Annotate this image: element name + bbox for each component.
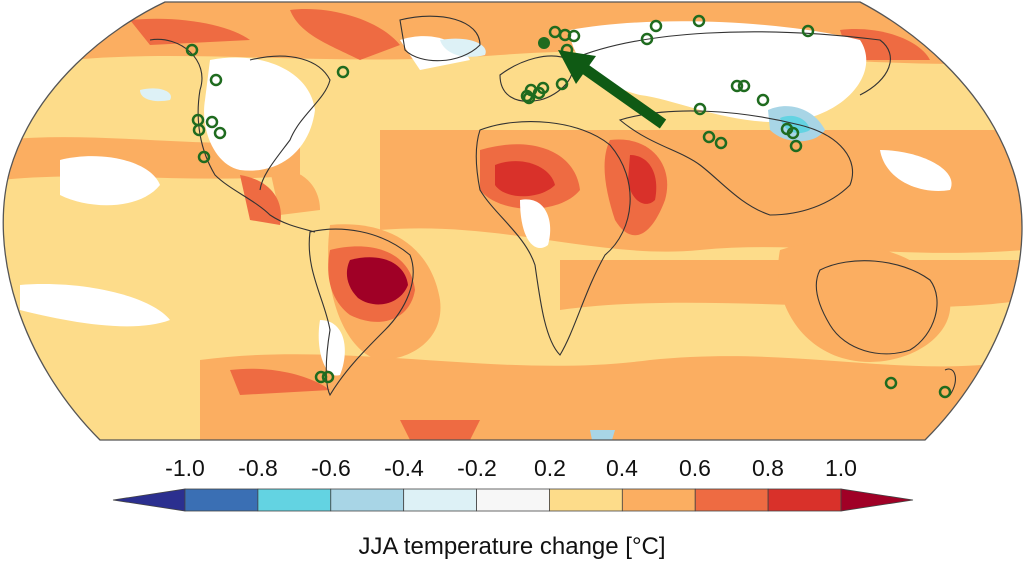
colorbar-bin bbox=[403, 488, 477, 512]
colorbar-tick-label: -0.6 bbox=[311, 455, 351, 481]
station-marker bbox=[192, 123, 206, 137]
field-patch-australia bbox=[778, 242, 951, 362]
field-white-central-africa bbox=[520, 199, 551, 248]
coast-north-america-west bbox=[149, 38, 316, 233]
colorbar-bin bbox=[476, 488, 550, 512]
station-marker bbox=[702, 130, 716, 144]
coast-north-america-east bbox=[249, 55, 331, 191]
field-cool-north-atlantic bbox=[440, 38, 486, 57]
map-border bbox=[2, 1, 1023, 441]
station-marker bbox=[314, 370, 328, 384]
colorbar-title: JJA temperature change [°C] bbox=[358, 533, 666, 560]
station-marker bbox=[801, 24, 815, 38]
station-marker bbox=[693, 102, 707, 116]
colorbar-tick-label: 0.2 bbox=[534, 455, 566, 481]
station-marker bbox=[884, 376, 898, 390]
coast-europe bbox=[499, 55, 574, 102]
station-marker bbox=[730, 79, 744, 93]
coast-australia bbox=[815, 260, 938, 355]
colorbar-tick-label: -0.4 bbox=[384, 455, 424, 481]
field-patch-central-america bbox=[240, 175, 281, 225]
coast-new-zealand bbox=[944, 368, 956, 396]
colorbar-tick-label: 0.4 bbox=[606, 455, 638, 481]
station-markers bbox=[185, 14, 952, 399]
station-marker bbox=[786, 126, 800, 140]
colorbar-tick-label: -0.8 bbox=[238, 455, 278, 481]
station-marker bbox=[938, 385, 952, 399]
colorbar bbox=[112, 488, 914, 512]
colorbar-tick-label: 0.8 bbox=[752, 455, 784, 481]
station-marker bbox=[714, 136, 728, 150]
station-marker bbox=[185, 43, 199, 57]
field-core-brazil bbox=[346, 257, 408, 305]
coast-south-america bbox=[308, 228, 414, 397]
station-marker bbox=[692, 14, 706, 28]
field-core-arabia bbox=[628, 155, 657, 204]
colorbar-tick-label: 0.6 bbox=[679, 455, 711, 481]
field-patch-south-pacific bbox=[230, 368, 330, 395]
colorbar-bin bbox=[184, 488, 259, 512]
station-marker bbox=[640, 32, 654, 46]
field-patch-alaska bbox=[130, 18, 250, 45]
field-white-pacific-north bbox=[60, 156, 160, 206]
field-white-north-america bbox=[204, 57, 315, 171]
colorbar-tick-label: -1.0 bbox=[165, 455, 205, 481]
coast-asia-south bbox=[618, 110, 854, 216]
station-marker bbox=[520, 89, 534, 103]
station-marker bbox=[789, 139, 803, 153]
field-cool-core bbox=[780, 115, 810, 134]
field-patch-caribbean bbox=[270, 169, 320, 215]
highlighted-station-marker bbox=[538, 37, 550, 49]
colorbar-bin bbox=[767, 488, 842, 512]
pointer-arrow bbox=[558, 50, 667, 129]
colorbar-extension-low bbox=[112, 488, 186, 512]
coastlines bbox=[149, 15, 956, 397]
field-cool-pacific bbox=[140, 88, 171, 102]
station-marker bbox=[197, 150, 211, 164]
station-marker bbox=[567, 29, 581, 43]
field-patch-antarctic bbox=[400, 420, 480, 440]
station-marker bbox=[321, 370, 335, 384]
station-marker bbox=[536, 81, 550, 95]
station-marker bbox=[737, 79, 751, 93]
field-white-eurasia bbox=[570, 21, 867, 123]
colorbar-bin bbox=[621, 488, 696, 512]
colorbar-bin bbox=[257, 488, 332, 512]
station-marker bbox=[756, 93, 770, 107]
station-marker bbox=[555, 77, 569, 91]
station-marker bbox=[336, 65, 350, 79]
colorbar-tick-label: -0.2 bbox=[457, 455, 497, 481]
map-field bbox=[3, 2, 1023, 440]
field-white-pacific-south bbox=[20, 284, 170, 327]
field-white-west-pacific bbox=[880, 150, 952, 191]
field-band-southern-ocean bbox=[200, 354, 1023, 440]
colorbar-tick-label: 1.0 bbox=[825, 455, 857, 481]
colorbar-bin bbox=[549, 488, 623, 512]
station-marker bbox=[209, 73, 223, 87]
field-cool-antarctic bbox=[590, 430, 615, 440]
colorbar-bin bbox=[330, 488, 405, 512]
colorbar-extension-high bbox=[840, 488, 914, 512]
field-white-argentina bbox=[318, 320, 345, 376]
coast-greenland bbox=[399, 15, 481, 62]
station-marker bbox=[205, 115, 219, 129]
station-marker bbox=[649, 19, 663, 33]
coast-asia-north bbox=[569, 31, 891, 96]
field-patch-canada-arctic bbox=[290, 9, 400, 60]
station-marker bbox=[522, 91, 536, 105]
field-core-sahara bbox=[495, 161, 555, 197]
colorbar-bin bbox=[694, 488, 769, 512]
station-marker bbox=[213, 126, 227, 140]
coast-africa bbox=[475, 121, 631, 356]
